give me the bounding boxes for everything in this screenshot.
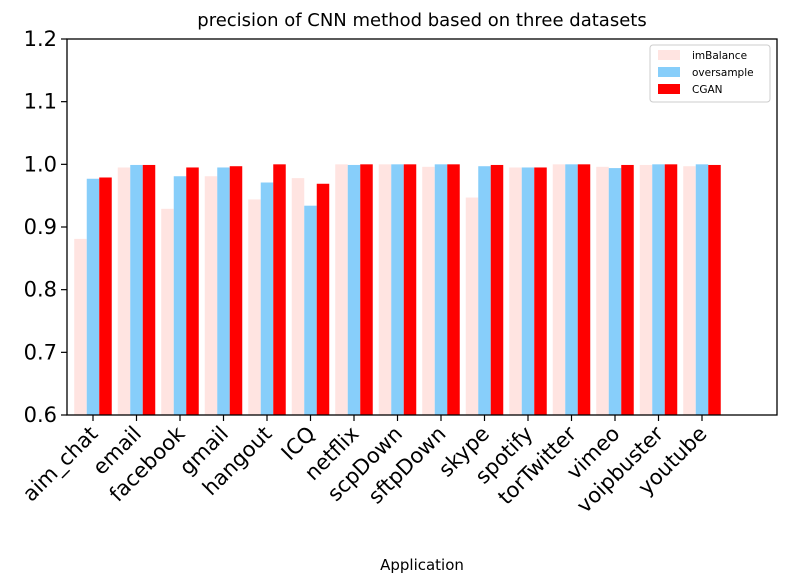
legend-label: imBalance xyxy=(692,50,747,62)
bar-oversample-ICQ xyxy=(304,205,317,415)
bar-oversample-spotify xyxy=(521,167,535,415)
bar-imBalance-facebook xyxy=(161,208,174,415)
bar-imBalance-torTwitter xyxy=(552,164,566,415)
bar-CGAN-facebook xyxy=(186,167,199,415)
y-tick-label: 0.6 xyxy=(24,403,57,427)
bar-CGAN-hangout xyxy=(273,164,286,415)
bar-oversample-torTwitter xyxy=(565,164,578,415)
x-axis-label: Application xyxy=(380,556,464,574)
bar-CGAN-skype xyxy=(490,164,504,415)
legend-label: oversample xyxy=(692,67,754,79)
bar-imBalance-spotify xyxy=(509,167,522,415)
bar-oversample-gmail xyxy=(217,167,230,415)
bar-imBalance-aim_chat xyxy=(74,238,87,415)
bar-CGAN-youtube xyxy=(708,164,721,415)
bar-imBalance-youtube xyxy=(683,166,696,415)
bar-imBalance-voipbuster xyxy=(639,164,653,415)
bar-oversample-vimeo xyxy=(608,168,622,415)
legend-swatch xyxy=(658,50,680,60)
bar-oversample-email xyxy=(130,164,143,415)
bar-CGAN-sftpDown xyxy=(447,164,460,415)
bar-CGAN-spotify xyxy=(534,167,547,415)
bar-CGAN-gmail xyxy=(229,166,243,415)
legend-swatch xyxy=(658,67,680,77)
bar-CGAN-email xyxy=(142,164,156,415)
bar-imBalance-hangout xyxy=(248,199,261,415)
y-tick-label: 1.0 xyxy=(24,152,57,176)
bar-imBalance-sftpDown xyxy=(422,166,435,415)
bar-oversample-youtube xyxy=(695,164,709,415)
y-tick-label: 0.8 xyxy=(24,278,57,302)
bar-imBalance-netflix xyxy=(335,164,348,415)
bar-imBalance-scpDown xyxy=(378,164,392,415)
bar-oversample-voipbuster xyxy=(652,164,665,415)
bar-imBalance-ICQ xyxy=(291,178,305,415)
bar-CGAN-aim_chat xyxy=(99,177,112,415)
bar-oversample-sftpDown xyxy=(434,164,448,415)
bar-oversample-hangout xyxy=(260,182,274,415)
bar-oversample-facebook xyxy=(173,176,187,415)
bar-CGAN-scpDown xyxy=(403,164,417,415)
bar-CGAN-torTwitter xyxy=(577,164,591,415)
bar-oversample-skype xyxy=(478,166,491,415)
y-tick-label: 0.7 xyxy=(24,340,57,364)
chart-title: precision of CNN method based on three d… xyxy=(197,10,646,31)
bar-oversample-netflix xyxy=(347,164,361,415)
y-tick-label: 0.9 xyxy=(24,215,57,239)
bar-CGAN-netflix xyxy=(360,164,373,415)
bar-imBalance-gmail xyxy=(204,176,218,415)
bar-oversample-aim_chat xyxy=(86,178,100,415)
legend: imBalance oversample CGAN xyxy=(649,44,771,103)
bar-imBalance-skype xyxy=(465,197,479,415)
bar-CGAN-voipbuster xyxy=(664,164,678,415)
bar-CGAN-vimeo xyxy=(621,164,634,415)
bar-CGAN-ICQ xyxy=(316,183,330,415)
bar-imBalance-vimeo xyxy=(596,166,609,415)
y-tick-label: 1.1 xyxy=(24,90,57,114)
y-tick-label: 1.2 xyxy=(24,27,57,51)
legend-swatch xyxy=(658,84,680,94)
bars-layer xyxy=(74,164,721,415)
legend-label: CGAN xyxy=(692,84,723,96)
y-axis: 0.6 0.7 0.8 0.9 1.0 1.1 1.2 xyxy=(24,27,67,427)
bar-oversample-scpDown xyxy=(391,164,404,415)
bar-imBalance-email xyxy=(117,167,131,415)
